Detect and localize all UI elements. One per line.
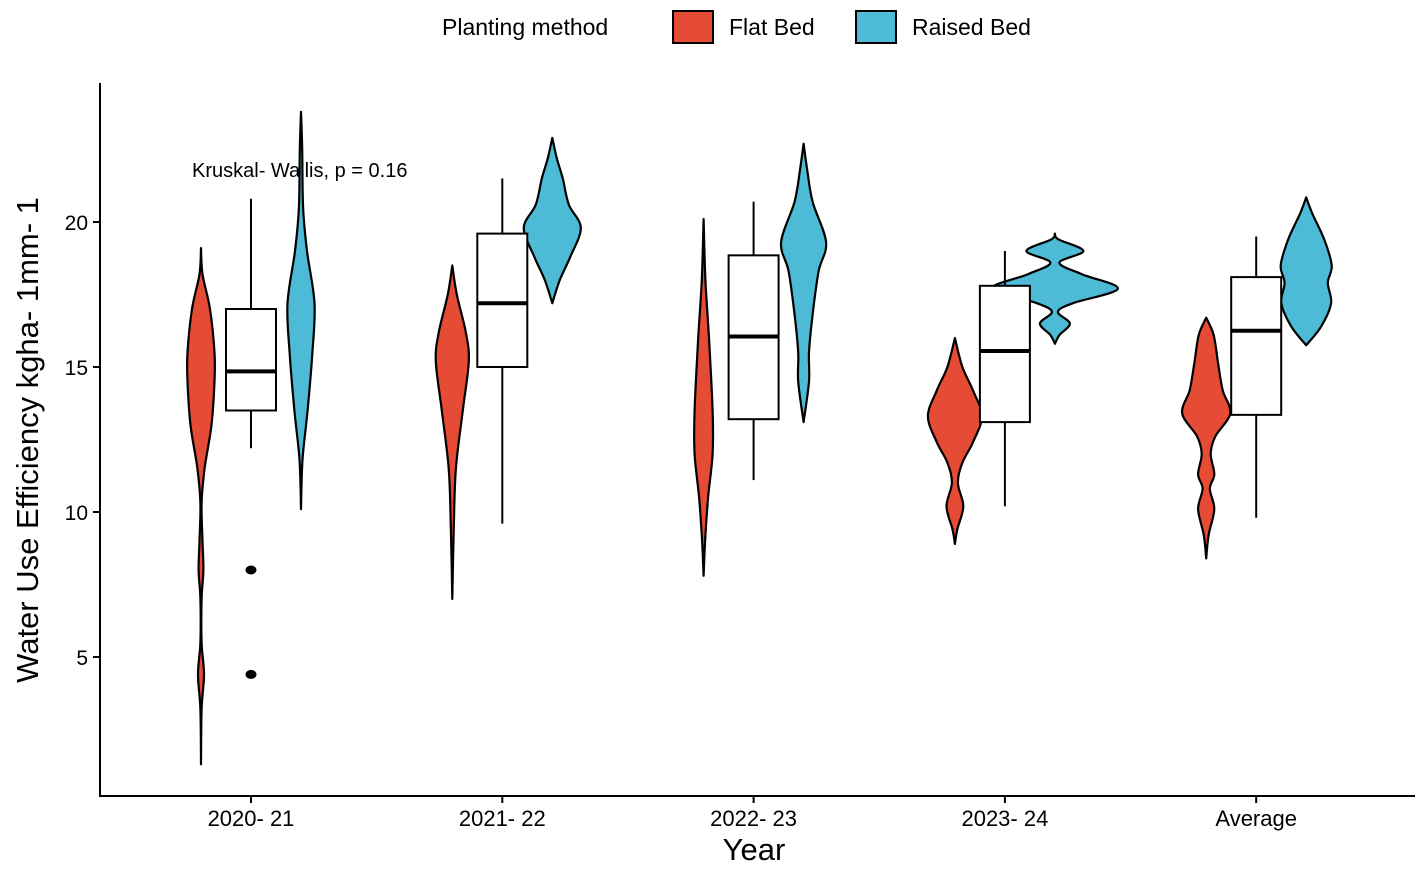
violin-flat-bed <box>1180 316 1232 560</box>
x-tick-label: 2022- 23 <box>710 806 797 831</box>
boxplot <box>225 198 277 679</box>
x-tick-label: 2021- 22 <box>459 806 546 831</box>
box <box>1230 276 1283 416</box>
y-axis-label: Water Use Efficiency kgha- 1mm- 1 <box>10 197 45 683</box>
y-axis-ticks: 5 10 15 20 <box>65 212 100 670</box>
violin-raised-bed <box>1279 196 1333 347</box>
legend: Planting method Flat Bed Raised Bed <box>442 10 1031 44</box>
boxplot <box>1230 236 1283 518</box>
violin-flat-bed <box>926 336 983 545</box>
box <box>225 308 277 412</box>
outlier-point <box>245 669 257 679</box>
plot-area <box>185 110 1333 766</box>
y-tick-label: 20 <box>65 212 88 235</box>
legend-swatch-raised-bed <box>855 10 897 44</box>
y-tick-label: 10 <box>65 502 88 525</box>
violin-flat-bed <box>692 218 715 577</box>
x-tick-label: Average <box>1215 806 1297 831</box>
violin-flat-bed <box>185 247 217 766</box>
boxplot <box>476 178 529 524</box>
annotation-kruskal-wallis: Kruskal- Wallis, p = 0.16 <box>192 160 407 182</box>
legend-label-raised-bed: Raised Bed <box>912 14 1031 40</box>
legend-title: Planting method <box>442 14 608 40</box>
box <box>476 232 529 368</box>
violin-raised-bed <box>990 232 1120 345</box>
y-tick-label: 15 <box>65 357 88 380</box>
x-axis-ticks: 2020- 21 2021- 22 2022- 23 2023- 24 Average <box>208 796 1297 831</box>
violin-flat-bed <box>434 264 470 601</box>
violin-raised-bed <box>286 110 316 511</box>
x-tick-label: 2023- 24 <box>961 806 1048 831</box>
x-tick-label: 2020- 21 <box>208 806 295 831</box>
violin-raised-bed <box>522 136 582 305</box>
legend-swatch-flat-bed <box>672 10 714 44</box>
violin-raised-bed <box>779 142 828 424</box>
legend-label-flat-bed: Flat Bed <box>729 14 815 40</box>
boxplot <box>978 251 1031 507</box>
boxplot <box>727 201 780 481</box>
y-tick-label: 5 <box>76 647 88 670</box>
outlier-point <box>245 565 257 575</box>
x-axis-label: Year <box>723 832 786 867</box>
box <box>978 284 1031 424</box>
